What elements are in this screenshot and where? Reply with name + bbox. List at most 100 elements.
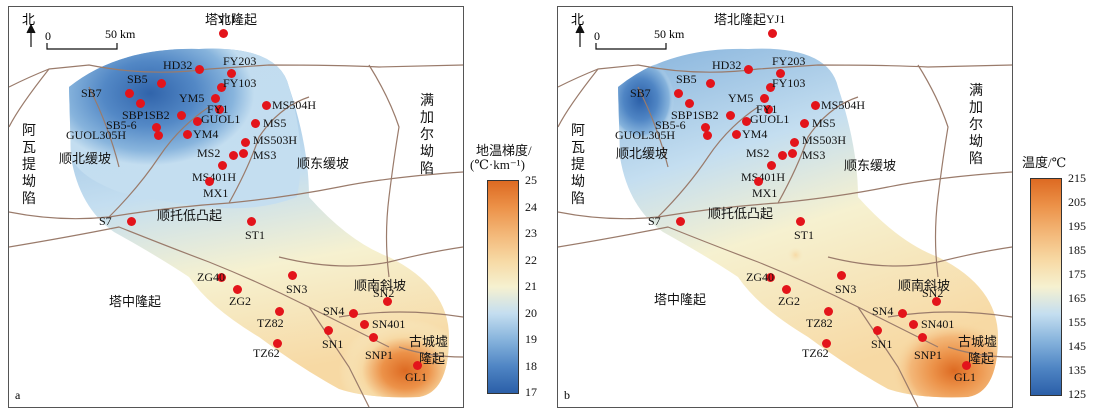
well-label: FY1 xyxy=(756,102,778,116)
well-marker xyxy=(232,284,242,294)
panel-letter: a xyxy=(15,388,21,402)
well-marker xyxy=(836,270,846,280)
region-shundong-slope: 顺东缓坡 xyxy=(844,158,897,173)
well-label: MS401H xyxy=(741,170,786,184)
well-label: SN3 xyxy=(286,282,308,296)
well-label: SB7 xyxy=(81,86,102,100)
well-marker xyxy=(781,284,791,294)
well-label: FY203 xyxy=(223,54,257,68)
legend-b-title: 温度/℃ xyxy=(1022,155,1067,170)
well-marker xyxy=(368,332,378,342)
well-marker xyxy=(412,360,422,370)
region-tazhong: 塔中隆起 xyxy=(654,292,707,307)
well-marker xyxy=(823,306,833,316)
well-label: GL1 xyxy=(405,370,427,384)
well-marker xyxy=(323,325,333,335)
well-marker xyxy=(348,308,358,318)
well-marker xyxy=(821,338,831,348)
panel-letter: b xyxy=(564,388,570,402)
well-label: SB5 xyxy=(676,72,697,86)
well-label: TZ82 xyxy=(806,316,833,330)
well-label: GUOL305H xyxy=(66,128,126,142)
well-label: S7 xyxy=(99,214,112,228)
well-label: SB7 xyxy=(630,86,651,100)
well-label: SBP1 xyxy=(671,108,699,122)
map-panel-b: 北 0 50 km 塔北隆起 阿瓦提坳陷 满加尔坳陷 顺北缓坡 顺东缓坡 顺托低… xyxy=(557,6,1013,408)
legend-tick: 205 xyxy=(1068,195,1086,209)
well-marker xyxy=(765,82,775,92)
well-marker xyxy=(216,272,226,282)
well-marker xyxy=(961,360,971,370)
well-marker xyxy=(124,88,134,98)
well-label: ZG2 xyxy=(778,294,800,308)
well-marker xyxy=(787,148,797,158)
well-marker xyxy=(217,160,227,170)
well-marker xyxy=(359,319,369,329)
well-marker xyxy=(126,216,136,226)
region-shunnan: 顺南斜坡 xyxy=(898,278,951,293)
well-label: SNP1 xyxy=(914,348,943,362)
legend-tick: 23 xyxy=(525,226,537,240)
legend-tick: 17 xyxy=(525,385,537,399)
legend-tick: 155 xyxy=(1068,315,1086,329)
well-label: ZG2 xyxy=(229,294,251,308)
north-arrow xyxy=(26,23,36,47)
well-label: MS503H xyxy=(802,133,847,147)
well-label: SB2 xyxy=(698,108,719,122)
scale-bar xyxy=(595,43,667,50)
legend-b-colorbar xyxy=(1030,178,1062,396)
well-marker xyxy=(272,338,282,348)
legend-tick: 185 xyxy=(1068,243,1086,257)
well-label: SN3 xyxy=(835,282,857,296)
well-marker xyxy=(176,110,186,120)
scale-zero: 0 xyxy=(594,29,600,43)
well-marker xyxy=(287,270,297,280)
well-label: MS3 xyxy=(802,148,826,162)
study-area-south-hot xyxy=(808,249,998,398)
well-marker xyxy=(766,160,776,170)
well-marker xyxy=(767,28,777,38)
region-awati: 阿瓦提坳陷 xyxy=(22,124,36,207)
study-area-south-hot xyxy=(259,249,449,398)
well-marker xyxy=(182,129,192,139)
legend-tick: 175 xyxy=(1068,267,1086,281)
well-label: YM4 xyxy=(193,127,219,141)
well-label: MS504H xyxy=(272,98,317,112)
well-label: SN401 xyxy=(921,317,955,331)
well-label: ST1 xyxy=(794,228,815,242)
region-manjiaer: 满加尔坳陷 xyxy=(420,94,434,177)
north-label: 北 xyxy=(22,12,36,27)
legend-b: 温度/℃ 215 205 195 185 175 165 155 145 135 125 xyxy=(1018,152,1098,410)
well-label: HD32 xyxy=(163,58,193,72)
well-marker xyxy=(759,93,769,103)
well-marker xyxy=(725,110,735,120)
region-tabei-uplift: 塔北隆起 xyxy=(205,12,258,27)
region-tabei-uplift: 塔北隆起 xyxy=(714,12,767,27)
well-label: MX1 xyxy=(752,186,778,200)
well-label: SB2 xyxy=(149,108,170,122)
well-marker xyxy=(250,118,260,128)
legend-tick: 21 xyxy=(525,279,537,293)
well-marker xyxy=(228,150,238,160)
well-label: SN2 xyxy=(922,286,944,300)
well-marker xyxy=(810,100,820,110)
well-label: MS5 xyxy=(263,116,287,130)
well-label: SN401 xyxy=(372,317,406,331)
well-label: SN4 xyxy=(323,304,345,318)
well-label: GL1 xyxy=(954,370,976,384)
well-marker xyxy=(194,64,204,74)
well-label: ST1 xyxy=(245,228,266,242)
well-label: TZ62 xyxy=(253,346,280,360)
well-marker xyxy=(741,116,751,126)
well-label: MS2 xyxy=(746,146,770,160)
well-marker xyxy=(210,93,220,103)
legend-tick: 25 xyxy=(525,173,537,187)
well-marker xyxy=(777,150,787,160)
well-marker xyxy=(226,68,236,78)
well-marker xyxy=(214,104,224,114)
well-label: MS2 xyxy=(197,146,221,160)
well-marker xyxy=(753,176,763,186)
well-label: TZ62 xyxy=(802,346,829,360)
well-label: MS5 xyxy=(812,116,836,130)
well-label: SBP1 xyxy=(122,108,150,122)
